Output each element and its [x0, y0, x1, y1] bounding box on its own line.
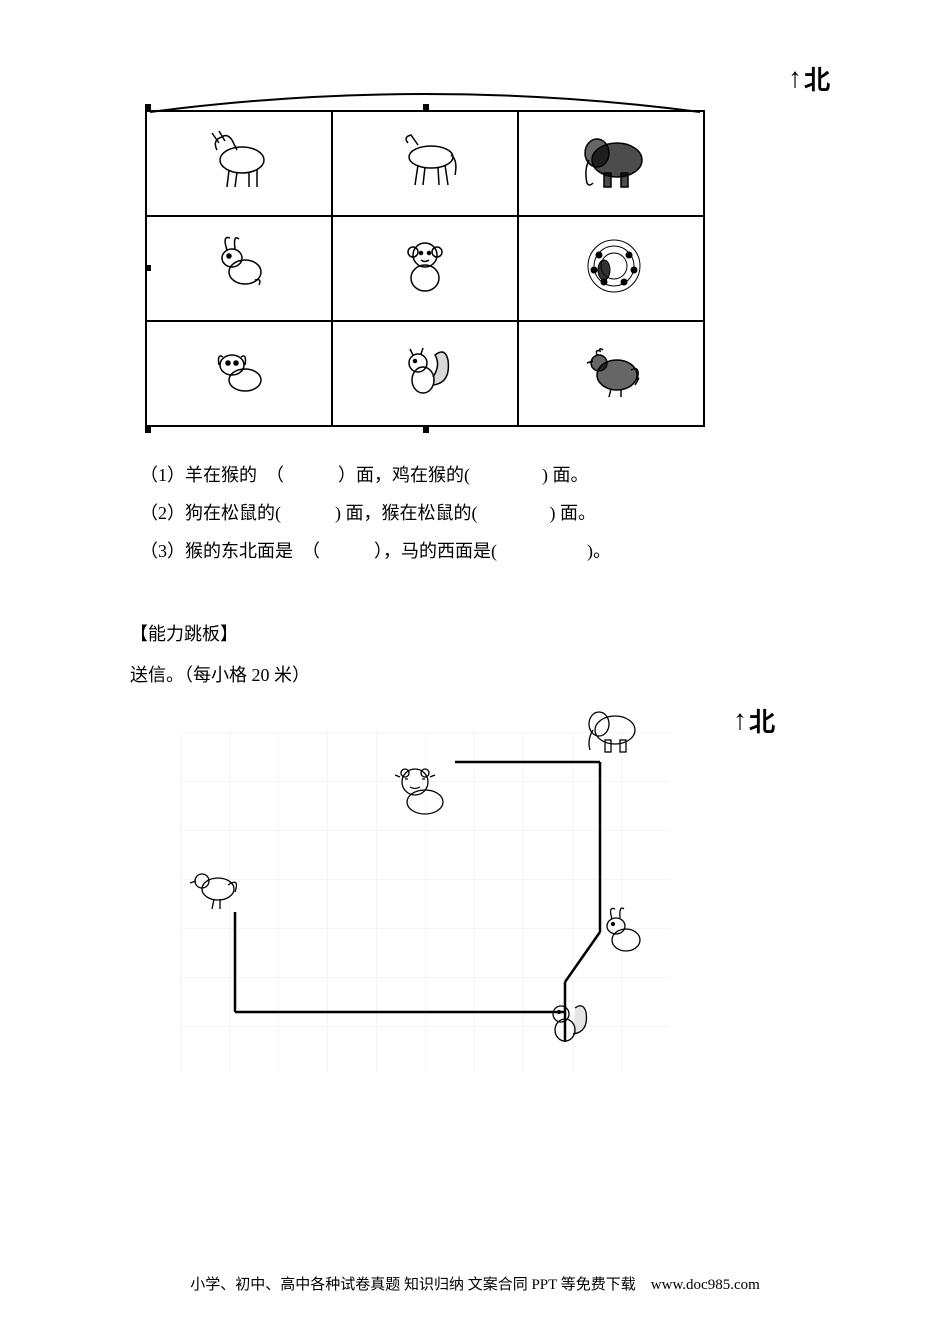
grid-cell-peacock — [518, 216, 704, 321]
horse-icon — [383, 125, 468, 197]
north-indicator-map: ↑ 北 — [733, 702, 775, 739]
elephant-map-icon — [575, 702, 645, 757]
map-dove — [180, 857, 250, 920]
question-1: （1）羊在猴的 （ ）面，鸡在猴的( ) 面。 — [140, 457, 835, 495]
map-rabbit — [585, 902, 655, 965]
rabbit-icon — [197, 230, 282, 302]
grid-cell-elephant — [518, 111, 704, 216]
corner-dot — [423, 427, 429, 433]
animal-grid-container — [145, 110, 705, 427]
grid-cell-dog — [146, 321, 332, 426]
peacock-icon — [569, 230, 654, 302]
page-footer: 小学、初中、高中各种试卷真题 知识归纳 文案合同 PPT 等免费下载 www.d… — [0, 1273, 950, 1294]
question-2: （2）狗在松鼠的( ) 面，猴在松鼠的( ) 面。 — [140, 495, 835, 533]
grid-cell-goat — [146, 111, 332, 216]
north-indicator-top: ↑ 北 — [788, 60, 830, 97]
grid-cell-monkey — [332, 216, 518, 321]
grid-cell-chicken — [518, 321, 704, 426]
map-squirrel — [530, 992, 600, 1055]
grid-cell-squirrel — [332, 321, 518, 426]
goat-icon — [197, 125, 282, 197]
grid-cell-horse — [332, 111, 518, 216]
monkey-icon — [383, 230, 468, 302]
section-title: 【能力跳板】 — [130, 620, 835, 646]
tiger-map-icon — [380, 757, 460, 827]
question-3: （3）猴的东北面是 （ ），马的西面是( )。 — [140, 533, 835, 571]
corner-dot — [145, 427, 151, 433]
corner-dot — [423, 104, 429, 110]
grid-cell-rabbit — [146, 216, 332, 321]
section-subtitle: 送信。（每小格 20 米） — [130, 661, 835, 687]
rabbit-map-icon — [588, 902, 653, 962]
corner-dot — [145, 265, 151, 271]
dog-icon — [197, 335, 282, 407]
animal-grid-table — [145, 110, 705, 427]
corner-dot — [145, 104, 151, 110]
squirrel-map-icon — [533, 992, 598, 1052]
chicken-icon — [569, 335, 654, 407]
arrow-up-icon: ↑ — [788, 63, 802, 95]
questions-block: （1）羊在猴的 （ ）面，鸡在猴的( ) 面。 （2）狗在松鼠的( ) 面，猴在… — [140, 457, 835, 570]
squirrel-icon — [383, 335, 468, 407]
map-container: ↑ 北 — [145, 702, 705, 1102]
map-elephant — [575, 702, 645, 760]
elephant-icon — [569, 125, 654, 197]
north-label: 北 — [804, 60, 830, 97]
dove-map-icon — [180, 857, 250, 917]
north-label-2: 北 — [749, 702, 775, 739]
arrow-up-icon: ↑ — [733, 705, 747, 737]
map-tiger — [380, 757, 450, 830]
